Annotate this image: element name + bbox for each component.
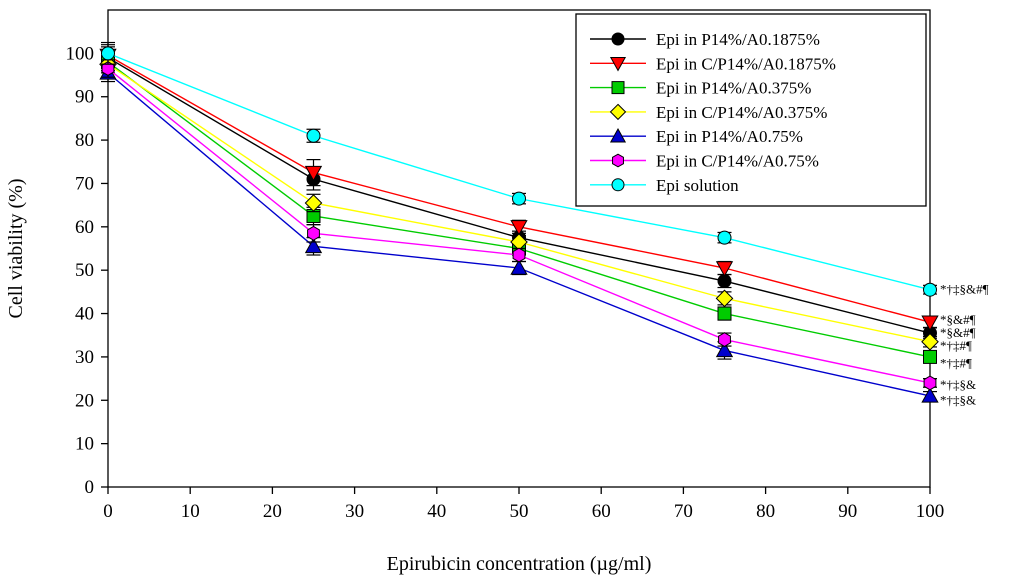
x-tick-label: 80 xyxy=(756,501,775,522)
annotation-5: *†‡#¶ xyxy=(940,355,972,370)
y-tick-label: 40 xyxy=(75,304,94,325)
y-tick-label: 30 xyxy=(75,347,94,368)
annotation-1: *†‡§&#¶ xyxy=(940,282,989,297)
y-tick-label: 10 xyxy=(75,434,94,455)
y-tick-label: 80 xyxy=(75,130,94,151)
legend-item-6: Epi in C/P14%/A0.75% xyxy=(590,152,819,171)
marker-triangle-up xyxy=(304,237,323,254)
marker-circle xyxy=(306,128,321,143)
y-axis-title: Cell viability (%) xyxy=(5,179,27,319)
marker-diamond xyxy=(304,194,323,212)
legend-label: Epi in C/P14%/A0.375% xyxy=(656,103,827,122)
legend-item-4: Epi in C/P14%/A0.375% xyxy=(590,103,827,122)
x-tick-label: 90 xyxy=(838,501,857,522)
legend-box xyxy=(575,13,927,207)
legend-label: Epi solution xyxy=(656,176,739,195)
marker-triangle-down xyxy=(921,315,939,332)
y-tick-label: 0 xyxy=(85,477,95,498)
x-tick-label: 40 xyxy=(427,501,446,522)
marker-circle xyxy=(717,230,732,245)
y-tick-label: 90 xyxy=(75,87,94,108)
legend-item-5: Epi in P14%/A0.75% xyxy=(590,127,803,146)
legend-item-1: Epi in P14%/A0.1875% xyxy=(590,30,820,49)
y-tick-label: 50 xyxy=(75,260,94,281)
annotation-3: *§&#¶ xyxy=(940,325,976,340)
legend-label: Epi in P14%/A0.75% xyxy=(656,127,803,146)
x-axis-title: Epirubicin concentration (µg/ml) xyxy=(387,553,652,575)
significance-annotations: *†‡§&#¶*§&#¶*§&#¶*†‡#¶*†‡#¶*†‡§&*†‡§& xyxy=(940,282,989,408)
y-tick-label: 70 xyxy=(75,173,94,194)
marker-hexagon xyxy=(101,61,115,76)
marker-circle xyxy=(923,282,937,297)
marker-triangle-up xyxy=(609,127,627,143)
x-tick-label: 70 xyxy=(674,501,693,522)
legend-label: Epi in C/P14%/A0.75% xyxy=(656,152,819,171)
legend-item-3: Epi in P14%/A0.375% xyxy=(590,79,811,98)
legend-item-7: Epi solution xyxy=(590,176,739,195)
marker-hexagon xyxy=(718,332,731,347)
marker-triangle-up xyxy=(921,387,939,403)
annotation-6: *†‡§& xyxy=(940,377,976,392)
marker-diamond xyxy=(609,103,627,121)
legend-label: Epi in P14%/A0.1875% xyxy=(656,30,820,49)
marker-square xyxy=(923,349,937,364)
series-6 xyxy=(101,59,937,391)
marker-triangle-down xyxy=(609,57,627,72)
marker-triangle-down xyxy=(715,261,734,277)
x-tick-label: 10 xyxy=(181,501,200,522)
marker-hexagon xyxy=(612,153,624,168)
series-7 xyxy=(101,41,937,297)
y-tick-label: 60 xyxy=(75,217,94,238)
marker-triangle-up xyxy=(715,341,734,358)
annotation-7: *†‡§& xyxy=(940,392,976,407)
annotation-4: *†‡#¶ xyxy=(940,338,972,353)
marker-circle xyxy=(512,191,526,206)
marker-circle xyxy=(611,178,625,192)
marker-square xyxy=(611,81,625,95)
x-axis-ticks: 0 10 20 30 40 50 60 70 80 90 100 xyxy=(103,487,944,522)
x-tick-label: 30 xyxy=(345,501,364,522)
marker-triangle-up xyxy=(510,259,528,275)
annotation-2: *§&#¶ xyxy=(940,312,976,327)
marker-square xyxy=(717,306,732,321)
legend: Epi in P14%/A0.1875% Epi in C/P14%/A0.187… xyxy=(575,13,927,207)
y-tick-label: 20 xyxy=(75,390,94,411)
x-tick-label: 20 xyxy=(263,501,282,522)
legend-label: Epi in P14%/A0.375% xyxy=(656,79,811,98)
y-axis-ticks: 0 10 20 30 40 50 60 70 80 90 100 xyxy=(66,43,108,498)
marker-diamond xyxy=(921,332,939,351)
x-tick-label: 100 xyxy=(916,501,945,522)
marker-hexagon xyxy=(923,375,937,391)
marker-hexagon xyxy=(307,225,320,241)
legend-item-2: Epi in C/P14%/A0.1875% xyxy=(590,54,836,73)
series-4 xyxy=(99,54,939,351)
marker-triangle-down xyxy=(510,220,528,236)
x-tick-label: 0 xyxy=(103,501,113,522)
marker-circle xyxy=(611,32,625,46)
legend-label: Epi in C/P14%/A0.1875% xyxy=(656,54,836,73)
y-tick-label: 100 xyxy=(66,43,95,64)
marker-hexagon xyxy=(512,247,526,263)
x-tick-label: 60 xyxy=(592,501,611,522)
marker-circle xyxy=(101,46,115,61)
marker-triangle-down xyxy=(304,165,323,182)
x-tick-label: 50 xyxy=(510,501,529,522)
marker-diamond xyxy=(715,289,734,308)
series-layer xyxy=(99,41,939,403)
